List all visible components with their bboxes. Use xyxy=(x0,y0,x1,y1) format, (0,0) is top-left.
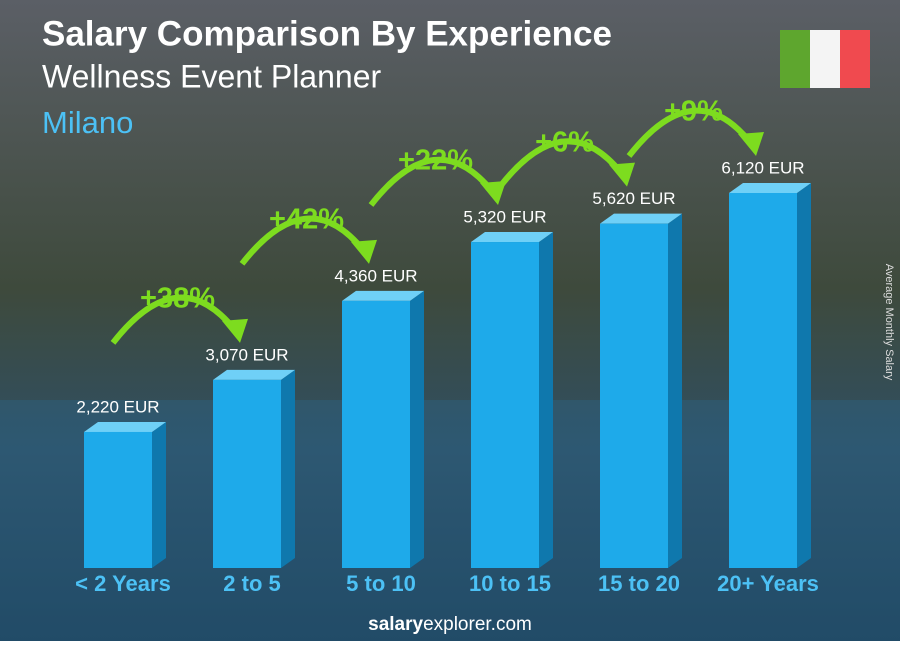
change-arrow xyxy=(368,156,495,207)
x-tick-label: 15 to 20 xyxy=(598,571,680,596)
bar-top xyxy=(600,213,682,224)
bar-top xyxy=(84,421,166,432)
value-label: 6,120 EUR xyxy=(721,158,804,177)
x-tick-label: 5 to 10 xyxy=(346,571,416,596)
location: Milano xyxy=(42,105,133,140)
change-arrowhead xyxy=(609,162,635,187)
bar-top xyxy=(729,183,811,193)
x-tick-label: < 2 Years xyxy=(75,571,171,596)
change-arrowhead xyxy=(222,318,248,343)
value-label: 3,070 EUR xyxy=(205,345,288,364)
bar xyxy=(471,242,539,569)
value-label: 2,220 EUR xyxy=(76,397,159,416)
chart-title: Salary Comparison By Experience xyxy=(42,14,612,53)
change-arrowhead xyxy=(738,132,764,156)
x-tick-label: 10 to 15 xyxy=(469,571,551,596)
footer-domain: explorer.com xyxy=(423,614,532,635)
change-arrow xyxy=(626,107,753,158)
x-tick-label: 2 to 5 xyxy=(223,571,280,596)
chart-subtitle: Wellness Event Planner xyxy=(42,58,381,94)
bar xyxy=(84,431,152,568)
bar xyxy=(342,300,410,568)
bar-side xyxy=(668,213,682,568)
change-arrow xyxy=(497,138,624,189)
flag xyxy=(780,30,870,88)
change-label: +9% xyxy=(664,96,723,128)
change-arrow xyxy=(110,294,237,345)
bar-side xyxy=(797,183,811,568)
bar-side xyxy=(539,232,553,569)
change-arrowhead xyxy=(480,181,506,206)
bar-top xyxy=(213,369,295,380)
change-label: +6% xyxy=(535,126,594,158)
y-axis-label: Average Monthly Salary xyxy=(883,264,895,381)
bar-side xyxy=(410,290,424,568)
footer-brand: salary xyxy=(368,614,423,635)
change-label: +38% xyxy=(140,283,215,315)
bar xyxy=(600,223,668,568)
value-label: 5,320 EUR xyxy=(463,208,546,227)
bar-top xyxy=(342,290,424,301)
bar xyxy=(213,379,281,568)
value-label: 4,360 EUR xyxy=(334,266,417,285)
change-label: +42% xyxy=(269,203,344,235)
value-label: 5,620 EUR xyxy=(592,189,675,208)
bar xyxy=(729,193,797,568)
change-arrowhead xyxy=(351,239,377,264)
change-label: +22% xyxy=(398,145,473,177)
footer: salaryexplorer.com xyxy=(368,614,532,635)
bar-side xyxy=(281,369,295,568)
bar-side xyxy=(152,421,166,568)
x-tick-label: 20+ Years xyxy=(717,571,819,596)
bar-top xyxy=(471,232,553,243)
change-arrow xyxy=(239,215,366,266)
